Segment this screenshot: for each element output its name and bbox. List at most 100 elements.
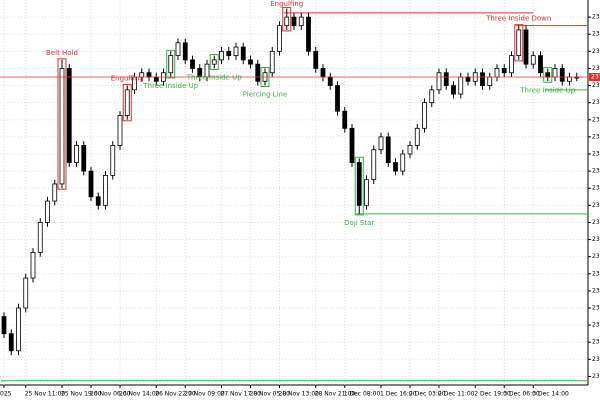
candle-body [211,59,217,65]
candle-body [349,127,355,163]
candle-body [559,68,565,82]
pattern-box [514,24,524,62]
pattern-box [57,58,67,190]
candle-body [175,42,181,57]
y-tick-label: 2362 [592,116,600,123]
y-tick-label: 2378 [592,48,600,55]
candle-body [284,16,290,27]
candle-body [393,162,398,172]
candle-body [233,46,239,57]
x-tick-label: 25 Nov 19:00 [61,391,102,398]
candle-body [291,16,297,27]
y-tick-label: 2330 [592,253,600,260]
candle-body [530,55,536,65]
candle-body [110,145,116,176]
x-tick-label: 25 Nov 11:00 [25,391,66,398]
candle-body [219,50,224,61]
candle-body [226,50,232,57]
candle-body [480,72,485,86]
candle-body [81,145,87,172]
last-price-label: 2372 [591,74,600,81]
candle-body [436,72,442,91]
pattern-box [209,54,219,70]
x-tick-label: 27 Nov 17:00 [221,391,262,398]
x-tick-label: 3 Dec 14:00 [532,391,569,398]
candle-body [378,136,384,151]
candle-body [8,333,14,352]
candle-body [248,59,253,65]
candle-body [414,127,420,146]
candle-body [124,89,130,116]
candle-body [327,76,333,86]
x-tick-label: 3 Dec 06:00 [503,391,540,398]
candle-body [407,145,413,155]
pattern-label: Doji Star [344,219,374,227]
candle-body [66,68,72,163]
candle-body [313,50,319,69]
x-tick-label: 2 Dec 03:00 [409,391,446,398]
candle-body [37,222,43,253]
candle-body [501,68,507,74]
candle-body [356,162,362,206]
candle-body [552,68,558,78]
pattern-box [543,66,553,83]
candle-body [182,42,188,61]
candle-body [385,136,391,163]
y-tick-label: 2342 [592,202,600,209]
pattern-box [260,66,270,88]
candle-body [298,16,304,27]
candle-body [335,85,340,112]
candle-body [538,55,543,74]
pattern-label: Belt Hold [46,49,78,57]
y-tick-label: 2350 [592,168,600,175]
y-tick-label: 2374 [592,65,600,72]
candle-body [509,55,514,74]
pattern-box [282,7,292,32]
candle-body [400,153,406,172]
candle-body [16,307,21,352]
candle-body [103,174,108,206]
candle-body [364,179,369,206]
candle-body [59,68,65,185]
y-tick-label: 2310 [592,339,600,346]
candle-body [190,59,195,69]
pattern-label: Engulfing [111,75,144,83]
x-tick-label: 2 Dec 11:00 [438,391,475,398]
candle-body [306,16,311,52]
candle-body [545,72,551,78]
x-tick-label: 26 Nov 14:00 [119,391,160,398]
candle-body [494,68,500,78]
x-tick-label: 1 Dec 16:00 [380,391,417,398]
y-tick-label: 2338 [592,219,600,226]
candle-body [342,110,348,129]
x-tick-label: 28 Nov 13:00 [279,391,320,398]
candle-body [523,29,529,65]
x-tick-label: 27 Nov 09:00 [184,391,225,398]
candle-body [74,145,79,163]
candle-body [146,72,152,78]
pattern-label: Three Inside Up [519,86,575,94]
candle-body [168,55,174,74]
pattern-box [354,156,364,216]
candle-body [422,102,427,129]
y-tick-label: 2370 [592,82,600,89]
pattern-label: Three Inside Up [186,73,242,81]
candle-body [255,63,261,82]
candle-body [320,68,326,78]
last-price-box [589,73,600,81]
candle-body [1,316,7,335]
x-tick-label: 1 Dec 08:00 [344,391,381,398]
candle-body [52,183,58,202]
y-tick-label: 2318 [592,305,600,312]
y-tick-label: 2366 [592,99,600,106]
candle-body [429,89,435,104]
candle-body [487,76,493,86]
y-tick-label: 2326 [592,270,600,277]
x-tick-label: 26 Nov 22:00 [155,391,196,398]
pattern-label: Three Inside Up [142,82,198,90]
candle-body [567,76,572,82]
candle-body [45,200,50,223]
candle-body [465,76,471,82]
